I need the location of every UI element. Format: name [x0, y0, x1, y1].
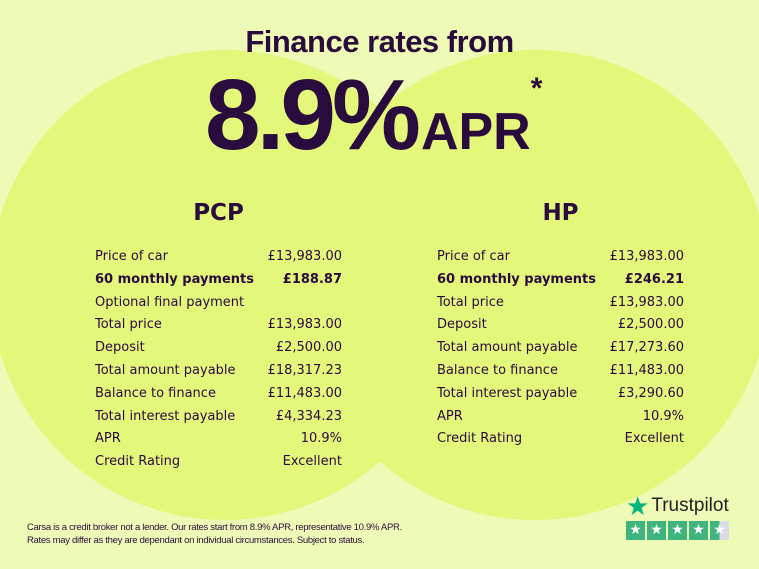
row-label: Price of car	[437, 249, 510, 264]
row-label: Deposit	[95, 340, 145, 356]
row-value: £13,983.00	[267, 249, 342, 264]
row-value: 10.9%	[642, 408, 684, 424]
pcp-title: PCP	[193, 200, 244, 226]
table-row: Balance to finance £11,483.00	[95, 383, 342, 406]
star-icon: ★	[647, 521, 666, 540]
hp-title: HP	[542, 200, 579, 226]
table-row: Total price £13,983.00	[95, 314, 342, 337]
row-label: Optional final payment	[95, 294, 245, 310]
row-value: £188.87	[282, 271, 342, 287]
disclaimer: Carsa is a credit broker not a lender. O…	[27, 521, 402, 547]
rating-stars: ★ ★ ★ ★ ★	[626, 521, 729, 540]
row-label: APR	[437, 408, 463, 424]
disclaimer-line: Rates may differ as they are dependant o…	[27, 535, 365, 546]
trustpilot-badge[interactable]: ★ Trustpilot ★ ★ ★ ★ ★	[626, 491, 729, 540]
row-value: £2,500.00	[275, 340, 342, 356]
table-row: Credit Rating Excellent	[95, 451, 342, 474]
table-row: Optional final payment	[95, 292, 342, 315]
row-value: £13,983.00	[609, 249, 684, 264]
row-label: Total interest payable	[437, 385, 578, 401]
row-label: Total interest payable	[95, 408, 236, 424]
trustpilot-name: Trustpilot	[651, 495, 729, 516]
row-label: Total price	[437, 294, 504, 310]
star-icon: ★	[626, 491, 650, 521]
half-star-icon: ★	[710, 521, 729, 540]
star-icon: ★	[689, 521, 708, 540]
headline: Finance rates from	[245, 24, 514, 59]
row-value: 10.9%	[300, 431, 342, 447]
row-label: Credit Rating	[437, 431, 523, 447]
row-label: 60 monthly payments	[437, 271, 596, 287]
table-row: 60 monthly payments £246.21	[437, 269, 684, 292]
row-value: Excellent	[282, 454, 342, 470]
table-row: Credit Rating Excellent	[437, 428, 684, 451]
pcp-table: PCP Price of car £13,983.00 60 monthly pay…	[95, 200, 342, 474]
row-label: Credit Rating	[95, 454, 181, 470]
row-value: £17,273.60	[609, 340, 684, 356]
table-row: Deposit £2,500.00	[95, 337, 342, 360]
table-row: APR 10.9%	[95, 428, 342, 451]
row-value: £13,983.00	[609, 294, 684, 310]
table-row: Price of car £13,983.00	[437, 246, 684, 269]
disclaimer-line: Carsa is a credit broker not a lender. O…	[27, 522, 402, 533]
row-label: Total amount payable	[437, 340, 578, 356]
table-row: Balance to finance £11,483.00	[437, 360, 684, 383]
rate-value: 8.9%	[205, 59, 421, 171]
row-value: £4,334.23	[275, 408, 342, 424]
row-value: £246.21	[624, 271, 684, 287]
table-row: Total interest payable £3,290.60	[437, 383, 684, 406]
table-row: Deposit £2,500.00	[437, 314, 684, 337]
row-label: Price of car	[95, 249, 168, 264]
row-value: £13,983.00	[267, 317, 342, 333]
rate-unit: APR	[420, 103, 531, 161]
star-icon: ★	[626, 521, 645, 540]
row-label: Balance to finance	[95, 385, 216, 401]
row-value: £2,500.00	[617, 317, 684, 333]
asterisk: *	[530, 72, 543, 105]
table-row: APR 10.9%	[437, 406, 684, 429]
row-value: £18,317.23	[267, 362, 342, 378]
row-label: Deposit	[437, 317, 487, 333]
table-row: 60 monthly payments £188.87	[95, 269, 342, 292]
row-value: £11,483.00	[267, 385, 342, 401]
row-label: Balance to finance	[437, 362, 558, 378]
background-circle-right	[300, 50, 759, 520]
row-label: APR	[95, 431, 121, 447]
row-label: Total price	[95, 317, 162, 333]
rate-display: 8.9%APR*	[205, 58, 542, 173]
row-label: Total amount payable	[95, 362, 236, 378]
table-row: Total price £13,983.00	[437, 292, 684, 315]
row-value: £3,290.60	[617, 385, 684, 401]
star-icon: ★	[668, 521, 687, 540]
table-row: Total interest payable £4,334.23	[95, 406, 342, 429]
hp-table: HP Price of car £13,983.00 60 monthly paym…	[437, 200, 684, 451]
row-label: 60 monthly payments	[95, 271, 254, 287]
row-value: £11,483.00	[609, 362, 684, 378]
table-row: Total amount payable £18,317.23	[95, 360, 342, 383]
table-row: Total amount payable £17,273.60	[437, 337, 684, 360]
row-value: Excellent	[624, 431, 684, 447]
table-row: Price of car £13,983.00	[95, 246, 342, 269]
